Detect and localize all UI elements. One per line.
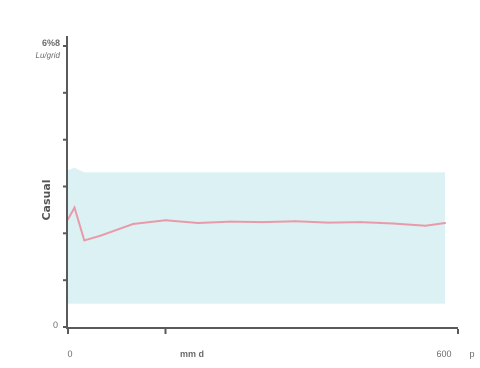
series-0-point-13: [424, 224, 427, 227]
y-tick-4: [63, 138, 67, 141]
y-tick-label-0: 0: [53, 320, 58, 330]
series-0-point-14: [444, 222, 446, 224]
series-0-point-9: [294, 220, 297, 223]
y-top-label: 6%8: [42, 38, 60, 48]
y-tick-5: [63, 91, 67, 94]
series-0-point-11: [359, 221, 362, 224]
line-layer: [67, 205, 446, 242]
series-0-point-12: [392, 222, 394, 225]
x-axis-line: [66, 327, 458, 329]
y-tick-3: [63, 185, 67, 188]
series-0-point-4: [132, 223, 134, 225]
y-tick-2: [63, 232, 67, 235]
y-axis-line: [66, 36, 68, 328]
x-unit-label: p: [469, 349, 474, 359]
x-tick-0: [67, 329, 69, 334]
series-0-point-7: [229, 220, 232, 223]
x-tick-label-600: 600: [436, 349, 451, 359]
x-tick-2: [457, 329, 459, 334]
series-0-point-1: [73, 206, 76, 209]
series-0-point-10: [327, 221, 329, 224]
y-tick-1: [63, 279, 67, 282]
series-0-point-2: [83, 239, 86, 242]
y-axis-title: Casual: [40, 179, 53, 220]
y-tick-0: [63, 326, 67, 328]
series-0-band: [68, 167, 445, 304]
band-layer: [68, 167, 445, 304]
y-tick-6: [63, 45, 67, 47]
series-0-point-3: [99, 234, 102, 237]
y-top-sublabel: Lu/grid: [36, 51, 61, 60]
series-0-point-5: [164, 219, 167, 222]
x-tick-1: [164, 329, 167, 334]
series-0-point-8: [262, 221, 264, 224]
series-0-point-6: [197, 222, 199, 224]
tick-layer: [63, 45, 459, 334]
x-tick-label-0: 0: [67, 349, 72, 359]
x-tick-label-mid: mm d: [180, 349, 204, 359]
